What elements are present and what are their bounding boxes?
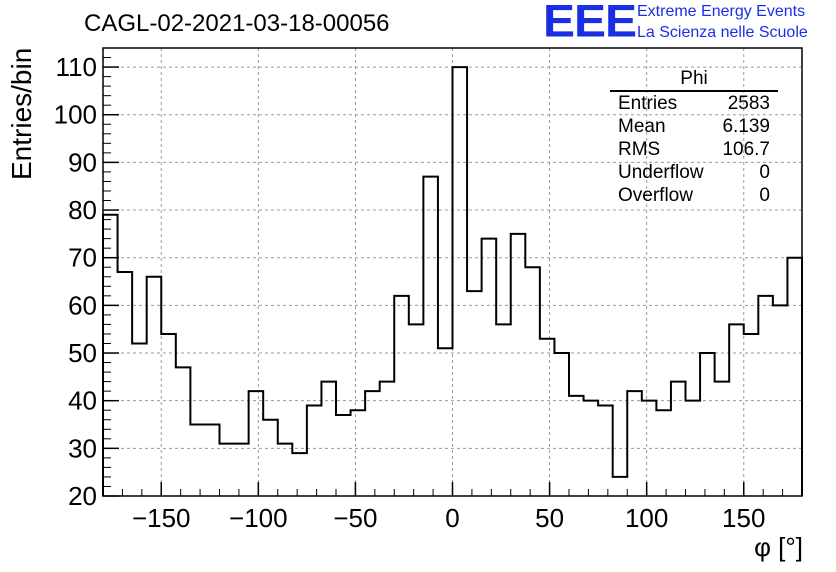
- stat-row-underflow: Underflow 0: [610, 161, 778, 184]
- y-tick-label: 40: [68, 386, 97, 416]
- stat-row-rms: RMS 106.7: [610, 138, 778, 161]
- y-tick-label: 100: [54, 100, 97, 130]
- logo-line-2: La Scienza nelle Scuole: [637, 24, 808, 41]
- logo-line-1: Extreme Energy Events: [637, 3, 806, 20]
- stat-label: Mean: [618, 116, 666, 137]
- y-tick-label: 60: [68, 290, 97, 320]
- stat-value: 106.7: [722, 139, 770, 160]
- stat-label: Underflow: [618, 162, 704, 183]
- stat-value: 0: [759, 185, 770, 206]
- y-tick-label: 30: [68, 433, 97, 463]
- stats-title: Phi: [610, 68, 778, 92]
- stat-value: 0: [759, 162, 770, 183]
- y-tick-label: 90: [68, 147, 97, 177]
- stat-value: 6.139: [722, 116, 770, 137]
- stat-value: 2583: [727, 93, 770, 114]
- stat-row-overflow: Overflow 0: [610, 184, 778, 207]
- tick-labels: −150 −100 −50 0 50 100 150 20 30 40 50 60 70 80 90 100 1…: [54, 52, 766, 533]
- stat-row-mean: Mean 6.139: [610, 115, 778, 138]
- x-tick-label: −50: [333, 503, 377, 533]
- y-tick-label: 70: [68, 243, 97, 273]
- x-tick-label: 50: [535, 503, 564, 533]
- x-tick-label: 150: [722, 503, 765, 533]
- x-axis-label: φ [°]: [754, 532, 803, 562]
- chart-title: CAGL-02-2021-03-18-00056: [84, 10, 390, 37]
- y-tick-label: 20: [68, 481, 97, 511]
- logo-mark: EEE: [543, 0, 637, 47]
- stat-label: Entries: [618, 93, 678, 114]
- stats-box: Phi Entries 2583 Mean 6.139 RMS 106.7 Un…: [610, 68, 778, 207]
- y-tick-label: 110: [56, 52, 97, 82]
- stat-row-entries: Entries 2583: [610, 92, 778, 115]
- stat-label: Overflow: [618, 185, 693, 206]
- x-tick-label: −150: [132, 503, 191, 533]
- y-axis-label: Entries/bin: [6, 47, 37, 180]
- y-tick-label: 80: [68, 195, 97, 225]
- eee-logo: EEE Extreme Energy Events La Scienza nel…: [543, 0, 833, 47]
- x-tick-label: 100: [625, 503, 668, 533]
- histogram-series-line: [102, 66, 803, 496]
- x-tick-label: 0: [445, 503, 459, 533]
- stat-label: RMS: [618, 139, 661, 160]
- y-tick-label: 50: [68, 338, 97, 368]
- x-tick-label: −100: [229, 503, 288, 533]
- axis-ticks: [103, 57, 784, 497]
